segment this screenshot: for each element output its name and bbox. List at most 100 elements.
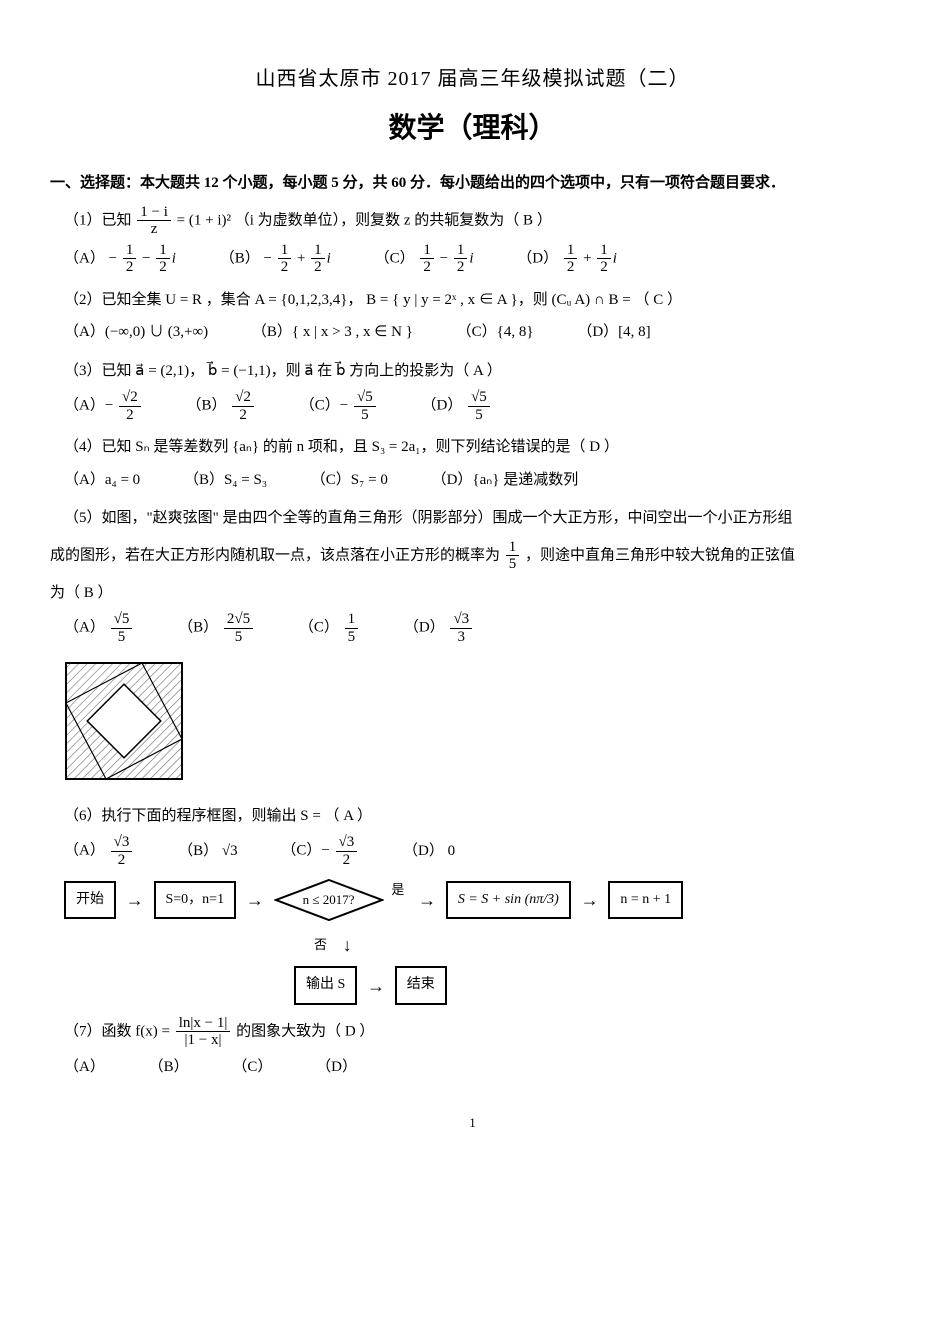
q5-a-num: √5 xyxy=(111,611,133,629)
q7-opt-a: （A） xyxy=(64,1053,105,1082)
q1-stem-prefix: （1）已知 xyxy=(64,212,132,228)
q3-b-num: √2 xyxy=(232,389,254,407)
q1-a-iden: 2 xyxy=(156,259,170,276)
q1-c-iden: 2 xyxy=(454,259,468,276)
q5-a-label: （A） xyxy=(64,620,105,636)
q2-opt-a: （A）(−∞,0) ∪ (3,+∞) xyxy=(64,318,208,347)
question-4: （4）已知 Sₙ 是等差数列 {aₙ} 的前 n 项和，且 S₃ = 2a₁，则… xyxy=(50,433,895,462)
q3-b-label: （B） xyxy=(187,398,227,414)
q5-d-label: （D） xyxy=(404,620,445,636)
q3-a-num: √2 xyxy=(119,389,141,407)
q5-options: （A） √55 （B） 2√55 （C） 15 （D） √33 xyxy=(50,611,895,645)
q5-d-den: 3 xyxy=(450,629,472,646)
q1-frac-num: 1 − i xyxy=(137,204,171,222)
q5-b-den: 5 xyxy=(224,629,253,646)
question-5-line2: 成的图形，若在大正方形内随机取一点，该点落在小正方形的概率为 15 ，则途中直角… xyxy=(50,539,895,573)
q1-d-inum: 1 xyxy=(597,242,611,260)
fc-inc: n = n + 1 xyxy=(608,881,683,920)
q1-d-iden: 2 xyxy=(597,259,611,276)
question-5-line3: 为（ B ） xyxy=(50,579,895,608)
arrow-icon: → xyxy=(246,883,264,917)
q4-options: （A）a₄ = 0 （B）S₄ = S₃ （C）S₇ = 0 （D）{aₙ} 是… xyxy=(50,466,895,495)
q3-opt-d: （D） √55 xyxy=(421,389,491,423)
q3-c-num: √5 xyxy=(354,389,376,407)
q7-opt-b: （B） xyxy=(149,1053,189,1082)
q1-b-iden: 2 xyxy=(311,259,325,276)
flowchart-diagram: 开始 → S=0，n=1 → n ≤ 2017? 是 → S = S + sin… xyxy=(64,878,895,1005)
fc-cond-label: n ≤ 2017? xyxy=(274,878,384,922)
q4-opt-d: （D）{aₙ} 是递减数列 xyxy=(432,466,579,495)
section1-heading: 一、选择题：本大题共 12 个小题，每小题 5 分，共 60 分．每小题给出的四… xyxy=(50,169,895,198)
q5-opt-c: （C） 15 xyxy=(299,611,360,645)
q1-eq-rhs: = (1 + i)² xyxy=(177,212,235,228)
q5-c-label: （C） xyxy=(299,620,339,636)
q4-opt-b: （B）S₄ = S₃ xyxy=(184,466,267,495)
q1-b-inum: 1 xyxy=(311,242,325,260)
q2-options: （A）(−∞,0) ∪ (3,+∞) （B）{ x | x > 3 , x ∈ … xyxy=(50,318,895,347)
q7-num: ln|x − 1| xyxy=(176,1015,231,1033)
q1-c-den: 2 xyxy=(420,259,434,276)
q5-b-label: （B） xyxy=(178,620,218,636)
q6-opt-b: （B） √3 xyxy=(178,837,238,866)
q2-opt-d: （D）[4, 8] xyxy=(577,318,650,347)
q2-opt-c: （C）{4, 8} xyxy=(457,318,534,347)
q6-opt-a: （A） √32 xyxy=(64,834,134,868)
q7-stem-a: （7）函数 f(x) = xyxy=(64,1023,174,1039)
exam-title-line2: 数学（理科） xyxy=(50,102,895,155)
q5-l2a: 成的图形，若在大正方形内随机取一点，该点落在小正方形的概率为 xyxy=(50,547,504,563)
question-7: （7）函数 f(x) = ln|x − 1| |1 − x| 的图象大致为（ D… xyxy=(50,1015,895,1049)
fc-no-label: 否 xyxy=(314,937,327,952)
q6-c-label: （C）− xyxy=(281,843,329,859)
q1-b-label: （B） xyxy=(220,250,260,266)
question-2: （2）已知全集 U = R ，集合 A = {0,1,2,3,4}， B = {… xyxy=(50,286,895,315)
q1-a-num: 1 xyxy=(123,242,137,260)
fc-out: 输出 S xyxy=(294,966,357,1005)
fc-yes-label: 是 xyxy=(391,882,404,897)
q5-c-den: 5 xyxy=(345,629,359,646)
question-5-line1: （5）如图，"赵爽弦图" 是由四个全等的直角三角形（阴影部分）围成一个大正方形，… xyxy=(50,504,895,533)
q3-d-den: 5 xyxy=(468,407,490,424)
q1-opt-c: （C） 12 − 12i xyxy=(375,242,474,276)
q1-opt-a: （A） − 12 − 12i xyxy=(64,242,176,276)
q1-d-mid: + xyxy=(583,250,595,266)
q7-stem-b: 的图象大致为（ D ） xyxy=(236,1023,374,1039)
q4-opt-a: （A）a₄ = 0 xyxy=(64,466,140,495)
q7-opt-d: （D） xyxy=(316,1053,357,1082)
q1-b-den: 2 xyxy=(278,259,292,276)
fc-cond: n ≤ 2017? xyxy=(274,878,384,922)
q6-c-den: 2 xyxy=(336,852,358,869)
q1-b-mid: + xyxy=(297,250,309,266)
fc-end: 结束 xyxy=(395,966,447,1005)
q3-a-den: 2 xyxy=(119,407,141,424)
q3-opt-c: （C）− √55 xyxy=(300,389,378,423)
q7-frac: ln|x − 1| |1 − x| xyxy=(176,1015,231,1049)
fc-init: S=0，n=1 xyxy=(154,881,237,920)
q1-c-label: （C） xyxy=(375,250,415,266)
q1-lhs-frac: 1 − i z xyxy=(137,204,171,238)
q6-a-label: （A） xyxy=(64,843,105,859)
q1-c-inum: 1 xyxy=(454,242,468,260)
fc-start: 开始 xyxy=(64,881,116,920)
q3-b-den: 2 xyxy=(232,407,254,424)
q1-a-inum: 1 xyxy=(156,242,170,260)
q4-opt-c: （C）S₇ = 0 xyxy=(311,466,388,495)
q3-d-label: （D） xyxy=(421,398,462,414)
q1-c-num: 1 xyxy=(420,242,434,260)
q7-options: （A） （B） （C） （D） xyxy=(50,1053,895,1082)
arrow-icon: → xyxy=(581,883,599,917)
arrow-icon: → xyxy=(418,883,436,917)
fc-body: S = S + sin (nπ/3) xyxy=(446,881,571,920)
question-6: （6）执行下面的程序框图，则输出 S = （ A ） xyxy=(50,802,895,831)
q5-a-den: 5 xyxy=(111,629,133,646)
q5-c-num: 1 xyxy=(345,611,359,629)
question-1: （1）已知 1 − i z = (1 + i)² （i 为虚数单位），则复数 z… xyxy=(50,204,895,238)
zhaoshuang-diagram-icon xyxy=(64,661,184,781)
q1-c-mid: − xyxy=(440,250,452,266)
q1-b-sign: − xyxy=(263,250,271,266)
q5-l2-num: 1 xyxy=(506,539,520,557)
q6-opt-d: （D） 0 xyxy=(403,837,455,866)
q1-frac-den: z xyxy=(137,221,171,238)
exam-title-line1: 山西省太原市 2017 届高三年级模拟试题（二） xyxy=(50,60,895,98)
arrow-icon: → xyxy=(367,969,385,1003)
q6-d-val: 0 xyxy=(448,843,456,859)
